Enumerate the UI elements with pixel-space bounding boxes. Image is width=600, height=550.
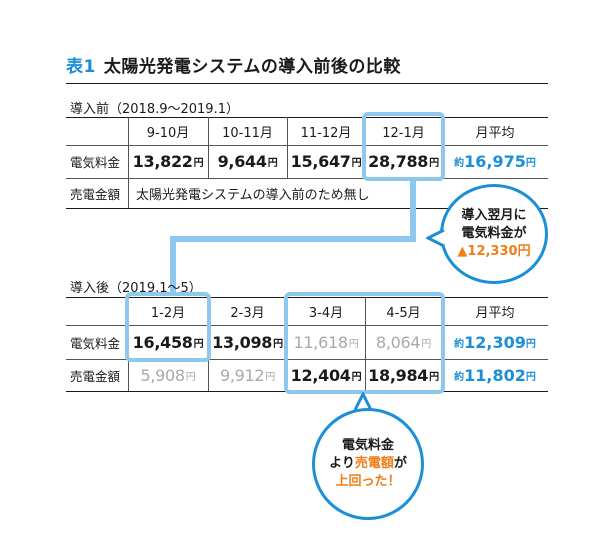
before-header-cell-average: 月平均 — [475, 125, 515, 141]
before-col-divider — [287, 117, 288, 178]
after-header-cell: 4-5月 — [386, 305, 421, 321]
before-electric-cell: 9,644 円 — [217, 152, 278, 171]
before-electric-cell: 15,647 円 — [290, 152, 362, 171]
before-col-divider — [128, 117, 129, 208]
callout-bubble-decrease: 導入翌月に 電気料金が ▲12,330円 — [440, 184, 548, 284]
highlight-box-1-2 — [125, 292, 211, 362]
after-electric-label: 電気料金 — [70, 335, 121, 351]
after-sales-cell: 5,908 円 — [140, 365, 196, 385]
connector-line — [410, 181, 416, 239]
after-header-cell-average: 月平均 — [475, 305, 515, 321]
bubble-pointer — [353, 392, 373, 411]
before-header-cell: 11-12月 — [300, 125, 352, 141]
table-number: 表1 — [66, 57, 96, 77]
before-electric-cell: 13,822 円 — [132, 152, 204, 171]
connector-line — [170, 236, 176, 294]
before-header-divider — [66, 145, 548, 146]
before-table-bottom-rule — [66, 208, 548, 209]
after-sales-cell: 18,984 円 — [368, 365, 439, 385]
bubble-text: 導入翌月に — [461, 208, 527, 223]
before-header-cell: 10-11月 — [222, 125, 273, 141]
after-header-divider — [66, 325, 548, 326]
after-electric-cell: 16,458 円 — [132, 332, 204, 352]
bubble-pointer — [426, 228, 445, 248]
bubble-text: より売電額が — [329, 456, 407, 471]
bubble-text-emphasis: ▲12,330円 — [457, 244, 531, 259]
after-electric-cell: 8,064 円 — [375, 332, 431, 352]
after-electric-cell: 13,098 円 — [212, 332, 283, 352]
highlight-box-3-5 — [284, 292, 445, 394]
highlight-box-12-1 — [362, 112, 445, 181]
after-sales-average: 約 11,802 円 — [454, 365, 536, 385]
after-electric-average: 約 12,309 円 — [454, 332, 536, 352]
before-electric-average: 約 16,975 円 — [454, 152, 536, 171]
after-header-cell: 3-4月 — [308, 305, 344, 321]
before-header-cell: 9-10月 — [146, 125, 190, 141]
connector-line — [170, 236, 416, 242]
after-col-divider — [365, 297, 366, 391]
before-sales-note: 太陽光発電システムの導入前のため無し — [136, 187, 370, 203]
after-sales-cell: 12,404 円 — [290, 365, 362, 385]
before-electric-label: 電気料金 — [70, 155, 121, 170]
after-header-cell: 1-2月 — [150, 305, 186, 321]
before-electric-cell: 28,788 円 — [368, 152, 439, 171]
before-table-top-rule — [66, 117, 548, 118]
callout-bubble-sales-exceeded: 電気料金 より売電額が 上回った！ — [312, 408, 424, 520]
before-col-divider — [208, 117, 209, 178]
table-title-text: 太陽光発電システムの導入前後の比較 — [103, 57, 401, 77]
after-sales-label: 売電金額 — [70, 368, 121, 384]
after-header-cell: 2-3月 — [230, 305, 265, 321]
after-table-top-rule — [66, 297, 548, 298]
before-row-divider — [66, 178, 548, 179]
bubble-text-emphasis: 上回った！ — [335, 474, 401, 489]
after-row-divider — [66, 359, 548, 360]
before-header-cell: 12-1月 — [382, 125, 425, 141]
table-title: 表1 太陽光発電システムの導入前後の比較 — [66, 52, 401, 77]
before-section-label: 導入前（2018.9～2019.1） — [70, 102, 239, 117]
before-sales-label: 売電金額 — [70, 186, 121, 202]
bubble-text: 電気料金 — [341, 438, 394, 453]
after-sales-cell: 9,912 円 — [219, 365, 275, 385]
after-electric-cell: 11,618 円 — [293, 332, 359, 352]
top-rule — [66, 83, 548, 84]
bubble-text: 電気料金が — [461, 226, 527, 241]
